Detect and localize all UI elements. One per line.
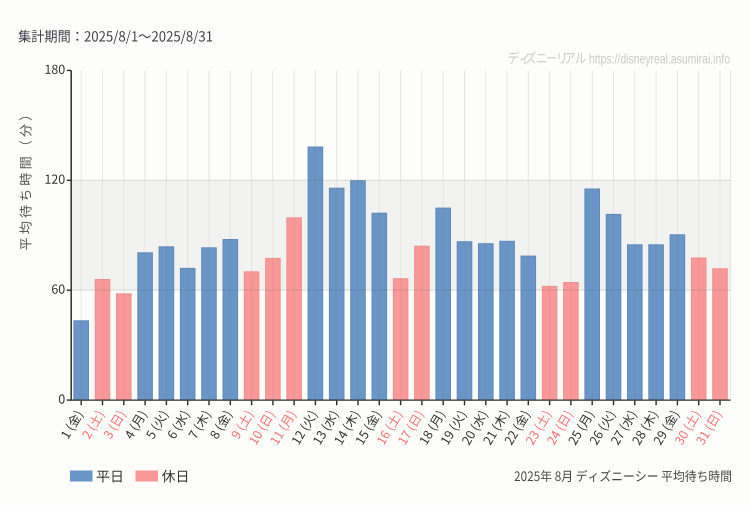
svg-text:https://disneyreal.asumirai.in: https://disneyreal.asumirai.info (589, 52, 730, 67)
